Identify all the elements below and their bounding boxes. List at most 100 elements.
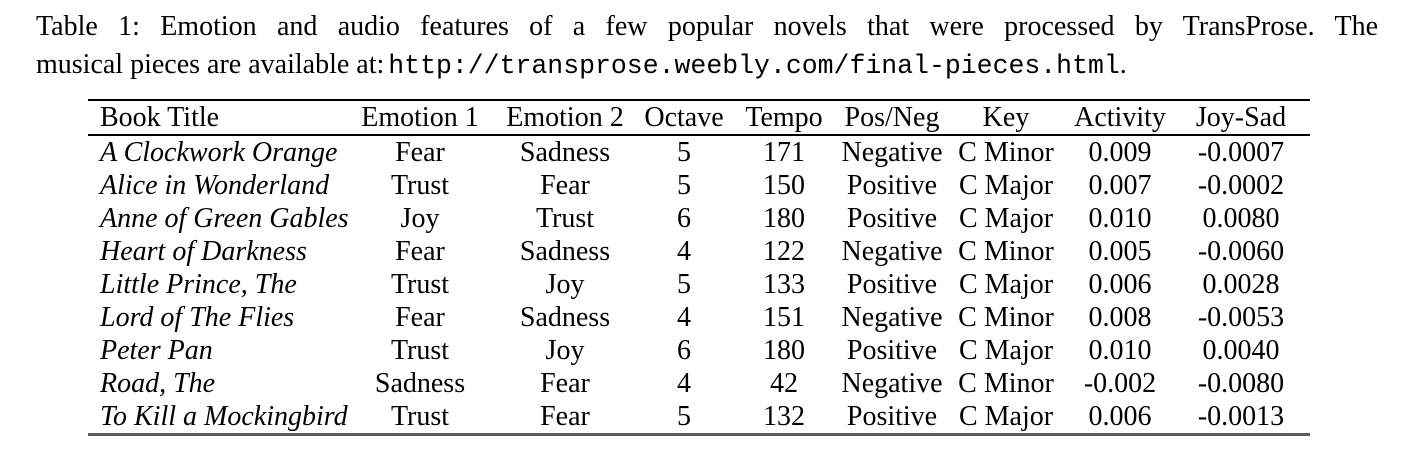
cell-key: C Minor (958, 368, 1054, 399)
cell-octave: 5 (677, 137, 691, 168)
table-row: Alice in Wonderland Trust Fear 5 150 Pos… (88, 169, 1310, 202)
cell-tempo: 132 (763, 401, 805, 432)
cell-key: C Major (958, 170, 1054, 201)
cell-activity: 0.006 (1088, 269, 1152, 300)
table-caption: Table 1: Emotion and audio features of a… (36, 8, 1378, 85)
cell-emotion-1: Trust (390, 335, 450, 366)
cell-octave: 4 (677, 368, 691, 399)
table-row: Anne of Green Gables Joy Trust 6 180 Pos… (88, 202, 1310, 235)
cell-book-title: Lord of The Flies (100, 302, 295, 333)
cell-tempo: 42 (770, 368, 798, 399)
cell-emotion-2: Fear (540, 401, 590, 432)
cell-pos-neg: Positive (846, 401, 938, 432)
cell-book-title: To Kill a Mockingbird (100, 401, 348, 432)
cell-tempo: 171 (763, 137, 805, 168)
cell-joy-sad: 0.0028 (1202, 269, 1280, 300)
caption-url: http://transprose.weebly.com/final-piece… (388, 51, 1120, 81)
cell-joy-sad: -0.0080 (1197, 368, 1285, 399)
cell-activity: 0.010 (1088, 203, 1152, 234)
cell-joy-sad: 0.0080 (1202, 203, 1280, 234)
cell-tempo: 150 (763, 170, 805, 201)
column-header-book-title: Book Title (88, 100, 350, 136)
cell-emotion-1: Trust (390, 170, 450, 201)
caption-line2: musical pieces are available at: http://t… (36, 46, 1378, 85)
cell-octave: 6 (677, 335, 691, 366)
cell-activity: 0.006 (1088, 401, 1152, 432)
cell-pos-neg: Positive (846, 203, 938, 234)
cell-octave: 5 (677, 269, 691, 300)
column-header-joy-sad: Joy-Sad (1172, 100, 1310, 136)
cell-book-title: Anne of Green Gables (100, 203, 349, 234)
cell-key: C Major (958, 203, 1054, 234)
column-header-activity: Activity (1068, 100, 1172, 136)
column-header-emotion-1: Emotion 1 (350, 100, 490, 136)
cell-octave: 4 (677, 302, 691, 333)
table-row: Peter Pan Trust Joy 6 180 Positive C Maj… (88, 334, 1310, 367)
cell-key: C Major (958, 401, 1054, 432)
cell-key: C Major (958, 335, 1054, 366)
column-header-tempo: Tempo (728, 100, 840, 136)
column-header-emotion-2: Emotion 2 (490, 100, 640, 136)
table-row: Heart of Darkness Fear Sadness 4 122 Neg… (88, 235, 1310, 268)
cell-emotion-1: Joy (400, 203, 440, 234)
features-table: Book Title Emotion 1 Emotion 2 Octave Te… (88, 99, 1310, 436)
cell-book-title: A Clockwork Orange (100, 137, 338, 168)
cell-pos-neg: Positive (846, 335, 938, 366)
cell-octave: 5 (677, 401, 691, 432)
cell-pos-neg: Positive (846, 170, 938, 201)
cell-book-title: Peter Pan (100, 335, 213, 366)
table-body: A Clockwork Orange Fear Sadness 5 171 Ne… (88, 135, 1310, 435)
cell-pos-neg: Negative (841, 137, 943, 168)
caption-line1: Table 1: Emotion and audio features of a… (36, 11, 1378, 42)
cell-emotion-1: Fear (395, 137, 445, 168)
cell-book-title: Heart of Darkness (100, 236, 307, 267)
cell-activity: 0.010 (1088, 335, 1152, 366)
cell-emotion-2: Sadness (519, 302, 611, 333)
cell-activity: 0.007 (1088, 170, 1152, 201)
cell-emotion-1: Sadness (374, 368, 466, 399)
cell-emotion-2: Sadness (519, 137, 611, 168)
cell-key: C Major (958, 269, 1054, 300)
cell-emotion-2: Trust (535, 203, 595, 234)
table-row: A Clockwork Orange Fear Sadness 5 171 Ne… (88, 135, 1310, 169)
cell-pos-neg: Positive (846, 269, 938, 300)
cell-joy-sad: 0.0040 (1202, 335, 1280, 366)
cell-joy-sad: -0.0013 (1197, 401, 1285, 432)
cell-book-title: Road, The (100, 368, 216, 399)
cell-emotion-2: Joy (545, 269, 585, 300)
cell-activity: -0.002 (1083, 368, 1157, 399)
cell-tempo: 180 (763, 335, 805, 366)
cell-key: C Minor (958, 236, 1054, 267)
caption-line2-prefix: musical pieces are available at: (36, 49, 385, 80)
cell-key: C Minor (958, 137, 1054, 168)
cell-emotion-2: Fear (540, 368, 590, 399)
cell-book-title: Alice in Wonderland (100, 170, 330, 201)
column-header-pos-neg: Pos/Neg (840, 100, 944, 136)
cell-joy-sad: -0.0002 (1197, 170, 1285, 201)
cell-emotion-1: Trust (390, 401, 450, 432)
table-row: Road, The Sadness Fear 4 42 Negative C M… (88, 367, 1310, 400)
cell-book-title: Little Prince, The (100, 269, 297, 300)
table-row: To Kill a Mockingbird Trust Fear 5 132 P… (88, 400, 1310, 435)
cell-pos-neg: Negative (841, 302, 943, 333)
cell-joy-sad: -0.0060 (1197, 236, 1285, 267)
cell-key: C Minor (958, 302, 1054, 333)
cell-activity: 0.009 (1088, 137, 1152, 168)
cell-activity: 0.008 (1088, 302, 1152, 333)
table-header-row: Book Title Emotion 1 Emotion 2 Octave Te… (88, 100, 1310, 136)
table-row: Lord of The Flies Fear Sadness 4 151 Neg… (88, 301, 1310, 334)
cell-octave: 5 (677, 170, 691, 201)
cell-tempo: 180 (763, 203, 805, 234)
cell-joy-sad: -0.0053 (1197, 302, 1285, 333)
cell-emotion-2: Joy (545, 335, 585, 366)
cell-emotion-2: Fear (540, 170, 590, 201)
cell-emotion-1: Trust (390, 269, 450, 300)
cell-emotion-2: Sadness (519, 236, 611, 267)
column-header-octave: Octave (640, 100, 728, 136)
cell-pos-neg: Negative (841, 368, 943, 399)
cell-tempo: 133 (763, 269, 805, 300)
cell-tempo: 122 (763, 236, 805, 267)
cell-tempo: 151 (763, 302, 805, 333)
cell-joy-sad: -0.0007 (1197, 137, 1285, 168)
